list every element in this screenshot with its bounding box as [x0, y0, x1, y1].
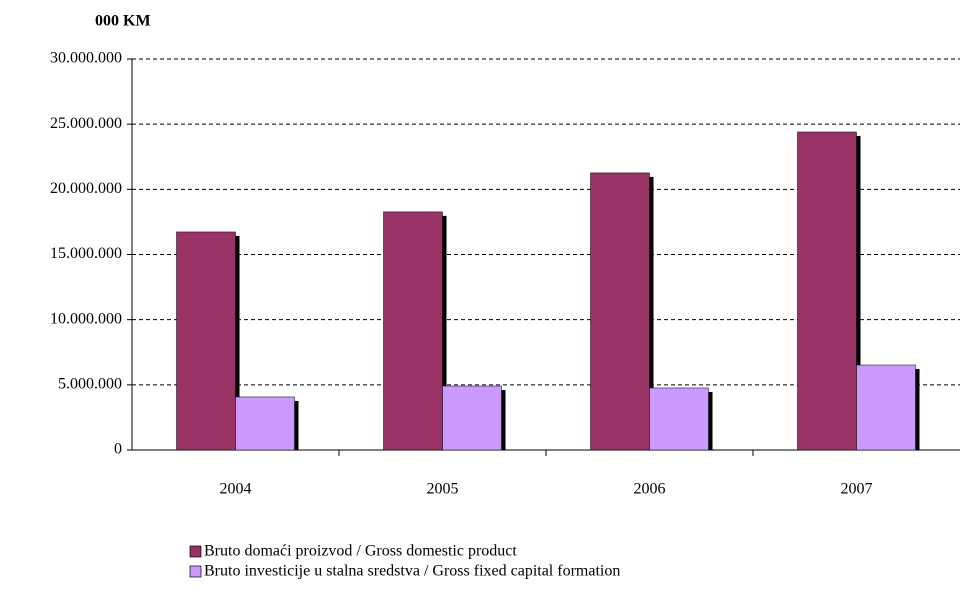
bar — [442, 385, 502, 451]
bar — [176, 231, 236, 451]
x-tick-label: 2005 — [427, 481, 459, 498]
y-tick-label: 25.000.000 — [50, 115, 122, 132]
legend-label: Bruto investicije u stalna sredstva / Gr… — [204, 563, 620, 580]
legend-swatch — [189, 545, 202, 558]
y-tick-label: 5.000.000 — [58, 376, 122, 393]
y-tick-label: 15.000.000 — [50, 245, 122, 262]
x-tick-label: 2006 — [634, 481, 666, 498]
chart-title: 000 KM — [95, 13, 151, 30]
bar — [383, 211, 443, 451]
legend-swatch — [189, 565, 202, 578]
y-tick-label: 0 — [114, 441, 122, 458]
bar — [797, 131, 857, 451]
bar — [649, 387, 709, 451]
y-tick-label: 10.000.000 — [50, 310, 122, 327]
x-tick-label: 2007 — [841, 481, 873, 498]
y-tick-label: 20.000.000 — [50, 180, 122, 197]
x-tick-label: 2004 — [220, 481, 252, 498]
bar — [856, 364, 916, 451]
bar — [235, 396, 295, 451]
legend-label: Bruto domaći proizvod / Gross domestic p… — [204, 543, 517, 560]
y-tick-label: 30.000.000 — [50, 50, 122, 67]
bar — [590, 172, 650, 451]
